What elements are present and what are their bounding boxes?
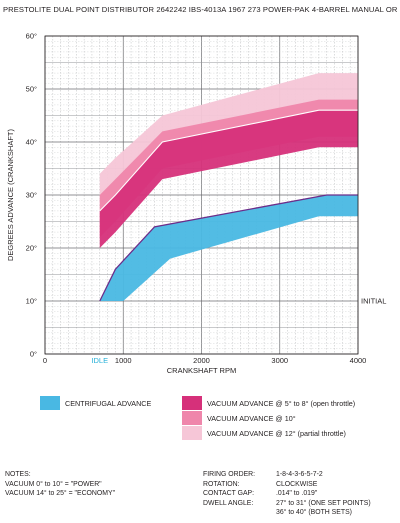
y-tick-label: 20° bbox=[26, 244, 37, 253]
advance-chart: 0 1000 2000 3000 4000 0° 10° 20° 30° 40° 50° 60° IDL… bbox=[6, 32, 386, 376]
x-tick-label: 0 bbox=[43, 356, 47, 365]
x-tick-label: 4000 bbox=[350, 356, 367, 365]
chart-title: PRESTOLITE DUAL POINT DISTRIBUTOR 264224… bbox=[3, 5, 397, 14]
x-tick-label: 1000 bbox=[115, 356, 132, 365]
y-tick-label: 50° bbox=[26, 85, 37, 94]
legend-label-vac-10: VACUUM ADVANCE @ 10° bbox=[207, 413, 296, 423]
centrifugal-curve bbox=[99, 194, 358, 302]
legend-swatch-vac-open bbox=[182, 396, 202, 410]
legend-label-vac-open: VACUUM ADVANCE @ 5° to 8° (open throttle… bbox=[207, 398, 356, 408]
axis-labels: 0 1000 2000 3000 4000 0° 10° 20° 30° 40° 50° 60° IDL… bbox=[6, 32, 386, 376]
legend-item-vac-open: VACUUM ADVANCE @ 5° to 8° (open throttle… bbox=[182, 396, 355, 410]
contact-gap-label: CONTACT GAP: bbox=[203, 490, 255, 498]
band-2 bbox=[99, 110, 359, 248]
y-tick-label: 0° bbox=[30, 350, 37, 359]
y-tick-label: 40° bbox=[26, 138, 37, 147]
legend-swatch-vac-partial bbox=[182, 426, 202, 440]
y-tick-label: 30° bbox=[26, 191, 37, 200]
contact-gap-value: .014" to .019" bbox=[276, 490, 318, 498]
x-tick-label: 2000 bbox=[193, 356, 210, 365]
rotation-value: CLOCKWISE bbox=[276, 480, 318, 488]
firing-order-label: FIRING ORDER: bbox=[203, 471, 256, 478]
legend-swatch-vac-10 bbox=[182, 411, 202, 425]
dwell-angle-value-both: 36° to 40° (BOTH SETS) bbox=[276, 509, 352, 517]
x-axis-title: CRANKSHAFT RPM bbox=[167, 366, 236, 375]
dwell-angle-label: DWELL ANGLE: bbox=[203, 499, 254, 507]
y-tick-label: 60° bbox=[26, 32, 37, 41]
notes-line-power: VACUUM 0° to 10° = "POWER" bbox=[5, 480, 102, 488]
notes-heading: NOTES: bbox=[5, 471, 31, 478]
axes bbox=[44, 35, 359, 355]
legend-label-vac-partial: VACUUM ADVANCE @ 12° (partial throttle) bbox=[207, 428, 346, 438]
legend-label-centrifugal: CENTRIFUGAL ADVANCE bbox=[65, 398, 152, 408]
legend-item-centrifugal: CENTRIFUGAL ADVANCE bbox=[40, 396, 151, 410]
idle-label: IDLE bbox=[91, 356, 108, 365]
x-tick-label: 3000 bbox=[271, 356, 288, 365]
notes-line-economy: VACUUM 14° to 25° = "ECONOMY" bbox=[5, 490, 116, 498]
notes: NOTES: VACUUM 0° to 10° = "POWER" VACUUM… bbox=[5, 470, 115, 499]
advance-bands bbox=[99, 73, 359, 301]
dwell-angle-value-one: 27° to 31° (ONE SET POINTS) bbox=[276, 499, 371, 507]
y-tick-label: 10° bbox=[26, 297, 37, 306]
firing-order-value: 1-8-4-3-6-5-7-2 bbox=[276, 471, 323, 478]
vacuum-curve bbox=[99, 109, 358, 212]
legend-item-vac-10: VACUUM ADVANCE @ 10° bbox=[182, 411, 296, 425]
y-axis-title: DEGREES ADVANCE (CRANKSHAFT) bbox=[6, 129, 15, 261]
specs: FIRING ORDER: 1-8-4-3-6-5-7-2 ROTATION: CL… bbox=[203, 470, 371, 518]
advance-curves bbox=[99, 109, 358, 302]
rotation-label: ROTATION: bbox=[203, 480, 240, 488]
legend-item-vac-partial: VACUUM ADVANCE @ 12° (partial throttle) bbox=[182, 426, 346, 440]
band-3 bbox=[99, 195, 359, 301]
plot-frame bbox=[44, 35, 359, 355]
legend-swatch-centrifugal bbox=[40, 396, 60, 410]
initial-label: INITIAL bbox=[361, 297, 386, 306]
